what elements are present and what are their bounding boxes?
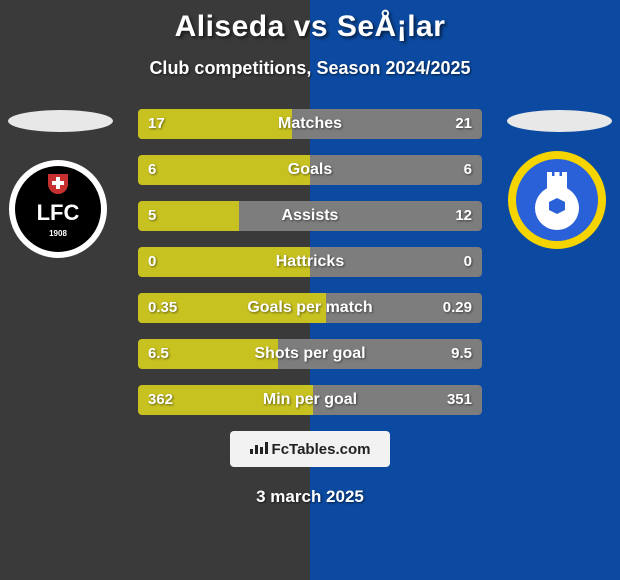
stat-right-value: 0.29 [443, 293, 472, 323]
stat-row: 0.35 Goals per match 0.29 [138, 293, 482, 323]
page-subtitle: Club competitions, Season 2024/2025 [0, 58, 620, 79]
stat-right-value: 0 [464, 247, 472, 277]
publikum-badge [507, 150, 607, 250]
stat-row: 0 Hattricks 0 [138, 247, 482, 277]
stat-label: Assists [138, 201, 482, 231]
stat-row: 6 Goals 6 [138, 155, 482, 185]
stat-right-value: 351 [447, 385, 472, 415]
brand-text: FcTables.com [272, 441, 371, 458]
stat-label: Goals [138, 155, 482, 185]
stat-label: Shots per goal [138, 339, 482, 369]
stat-label: Min per goal [138, 385, 482, 415]
stat-label: Goals per match [138, 293, 482, 323]
stat-right-value: 12 [455, 201, 472, 231]
stat-right-value: 21 [455, 109, 472, 139]
stat-label: Matches [138, 109, 482, 139]
page-title: Aliseda vs SeÅ¡lar [0, 0, 620, 44]
stat-row: 6.5 Shots per goal 9.5 [138, 339, 482, 369]
club-logo-right [507, 110, 612, 250]
brand-badge: FcTables.com [230, 431, 390, 467]
stat-right-value: 6 [464, 155, 472, 185]
stat-row: 362 Min per goal 351 [138, 385, 482, 415]
stat-row: 5 Assists 12 [138, 201, 482, 231]
brand-icon [250, 440, 268, 458]
footer-date: 3 march 2025 [0, 487, 620, 507]
logo-shadow [8, 110, 113, 132]
comparison-bars: 17 Matches 21 6 Goals 6 5 Assists 12 0 H… [138, 109, 482, 415]
stat-right-value: 9.5 [451, 339, 472, 369]
lugano-badge: LFC 1908 [8, 150, 108, 268]
svg-text:1908: 1908 [49, 229, 67, 238]
svg-text:LFC: LFC [37, 200, 80, 225]
stat-label: Hattricks [138, 247, 482, 277]
club-logo-left: LFC 1908 [8, 110, 113, 268]
stat-row: 17 Matches 21 [138, 109, 482, 139]
logo-shadow [507, 110, 612, 132]
